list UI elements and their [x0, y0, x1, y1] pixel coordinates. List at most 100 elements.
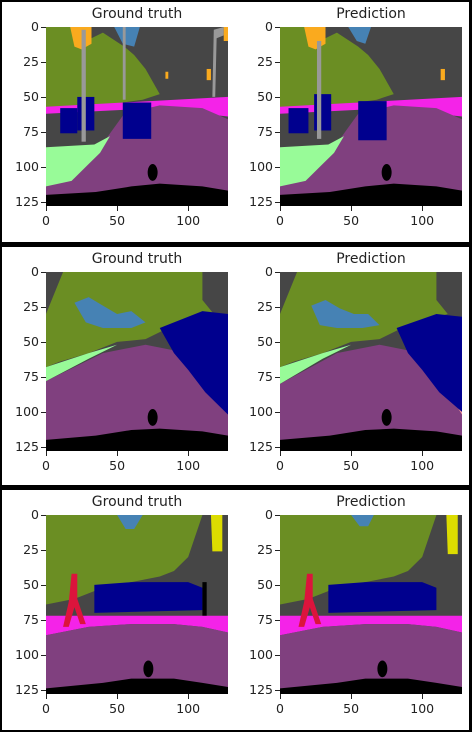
y-tick-label: 0	[31, 264, 39, 279]
y-tick-mark	[275, 689, 280, 691]
y-tick-mark	[275, 584, 280, 586]
plot-title: Ground truth	[91, 251, 183, 267]
x-tick-mark	[280, 451, 281, 456]
x-tick-label: 0	[276, 701, 284, 716]
y-tick-label: 100	[15, 158, 39, 174]
vegetation-region	[280, 27, 394, 111]
figure-row-3: Ground truth 0 25 50 75 100 125 0 50 100 Predictio…	[2, 490, 469, 730]
ego-vehicle-ornament	[377, 660, 388, 678]
vegetation-region	[280, 515, 437, 605]
x-tick-label: 0	[42, 701, 50, 716]
x-tick-mark	[280, 206, 281, 211]
y-tick-mark	[41, 131, 46, 133]
sidewalk-region	[280, 615, 462, 636]
y-tick-label: 75	[23, 368, 39, 384]
y-tick-label: 125	[249, 681, 273, 697]
ego-vehicle-region	[46, 678, 228, 694]
y-tick-label: 125	[249, 438, 273, 454]
x-tick-label: 0	[276, 458, 284, 473]
sidewalk-region	[46, 615, 228, 636]
y-tick-mark	[41, 166, 46, 168]
x-tick-label: 100	[410, 701, 435, 716]
x-tick-mark	[117, 206, 119, 211]
x-tick-mark	[188, 451, 190, 456]
x-tick-label: 50	[343, 213, 360, 228]
traffic-light-region	[206, 68, 211, 81]
y-tick-mark	[275, 619, 280, 621]
y-tick-mark	[41, 272, 46, 273]
x-tick-mark	[351, 206, 353, 211]
y-tick-label: 75	[23, 611, 39, 627]
y-tick-label: 50	[23, 576, 39, 592]
figure-row-2: Ground truth 0 25 50 75 100 125 0 50 100 Predictio…	[2, 247, 469, 485]
car-region	[314, 94, 332, 131]
y-tick-mark	[41, 654, 46, 656]
x-tick-label: 0	[276, 213, 284, 228]
x-tick-label: 100	[176, 458, 201, 473]
road-region	[280, 344, 462, 451]
road-region	[280, 105, 462, 206]
y-tick-label: 125	[15, 681, 39, 697]
y-tick-mark	[41, 619, 46, 621]
y-tick-label: 125	[15, 193, 39, 209]
x-tick-mark	[422, 451, 424, 456]
y-tick-mark	[41, 549, 46, 551]
ego-vehicle-ornament	[381, 164, 392, 181]
person-region	[63, 573, 86, 627]
ego-vehicle-ornament	[381, 409, 392, 426]
y-tick-label: 100	[249, 646, 273, 662]
y-tick-mark	[275, 411, 280, 413]
x-tick-label: 50	[109, 701, 126, 716]
segmentation-map	[46, 515, 228, 694]
y-tick-mark	[275, 131, 280, 133]
x-tick-mark	[117, 451, 119, 456]
ego-vehicle-region	[280, 678, 462, 694]
sky-region	[114, 27, 140, 47]
x-tick-mark	[46, 694, 47, 699]
y-tick-label: 75	[23, 123, 39, 139]
y-tick-label: 100	[249, 403, 273, 419]
y-tick-label: 0	[265, 264, 273, 279]
person-region	[298, 573, 322, 627]
car-region	[358, 101, 387, 141]
y-tick-label: 0	[31, 19, 39, 34]
x-tick-label: 0	[42, 458, 50, 473]
x-tick-mark	[188, 694, 190, 699]
x-tick-mark	[351, 451, 353, 456]
y-tick-label: 75	[257, 123, 273, 139]
car-region	[328, 582, 437, 613]
plot-title: Ground truth	[91, 494, 183, 510]
segmentation-map	[46, 272, 228, 451]
y-tick-mark	[275, 446, 280, 448]
y-tick-mark	[41, 201, 46, 203]
y-tick-label: 25	[257, 541, 273, 557]
pole-region	[212, 27, 224, 97]
terrain-region	[46, 136, 110, 187]
car-region	[60, 108, 78, 134]
sky-region	[311, 299, 380, 328]
y-tick-label: 75	[257, 611, 273, 627]
ego-vehicle-region	[46, 183, 228, 206]
traffic-light-region	[70, 27, 92, 50]
y-tick-label: 0	[31, 507, 39, 522]
segmentation-map	[280, 272, 462, 451]
y-tick-label: 50	[23, 88, 39, 104]
x-tick-mark	[46, 206, 47, 211]
car-region	[396, 313, 462, 412]
road-region	[46, 105, 228, 206]
y-tick-label: 50	[257, 333, 273, 349]
x-tick-label: 100	[176, 701, 201, 716]
sky-region	[348, 27, 371, 44]
terrain-region	[46, 344, 118, 382]
y-tick-mark	[41, 411, 46, 413]
y-tick-mark	[275, 166, 280, 168]
x-tick-mark	[188, 206, 190, 211]
y-tick-mark	[275, 549, 280, 551]
plot-title: Prediction	[336, 6, 406, 22]
traffic-light-region	[165, 71, 169, 79]
y-tick-label: 25	[257, 298, 273, 314]
y-tick-mark	[41, 376, 46, 378]
y-tick-label: 75	[257, 368, 273, 384]
terrain-region	[280, 136, 344, 187]
